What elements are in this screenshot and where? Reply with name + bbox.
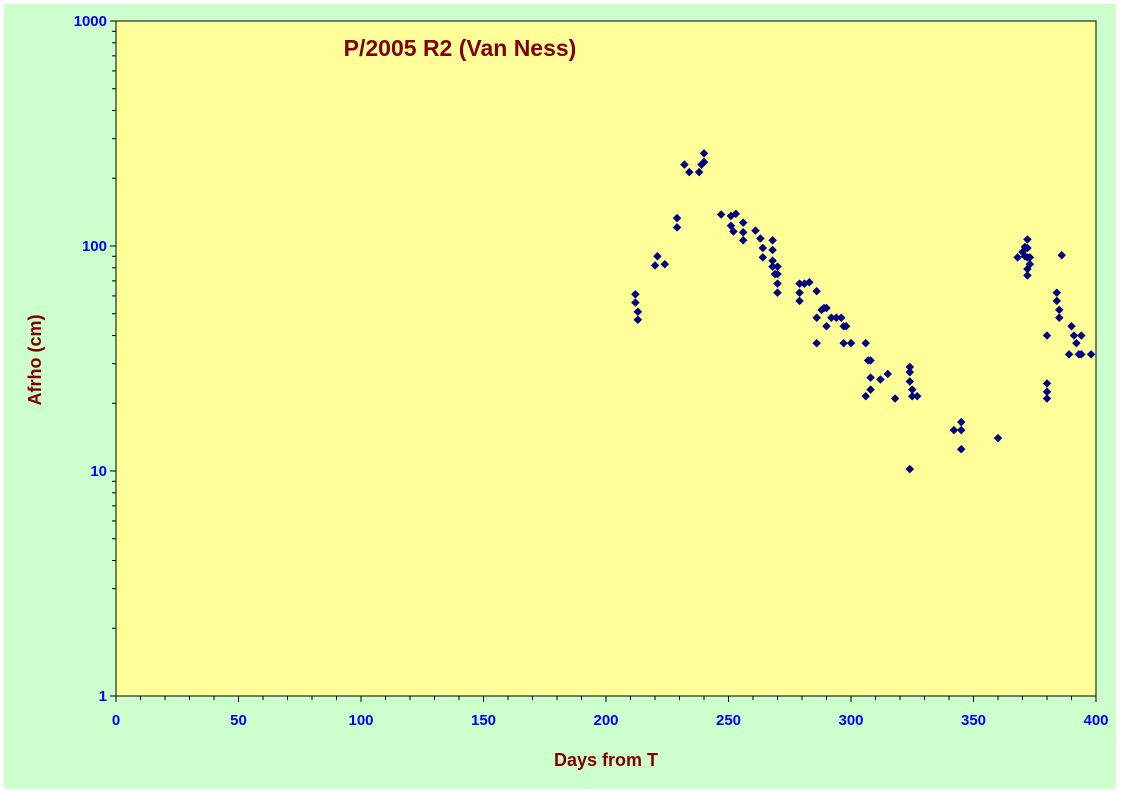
data-point	[861, 338, 871, 348]
x-axis-title: Days from T	[554, 750, 658, 770]
data-point	[1067, 321, 1076, 331]
data-point	[822, 303, 831, 313]
x-tick-label: 300	[838, 712, 863, 729]
data-point	[653, 251, 662, 261]
data-point	[672, 223, 682, 232]
data-point	[822, 321, 831, 331]
data-point	[1023, 235, 1032, 244]
data-point	[804, 277, 814, 287]
data-points	[631, 149, 1096, 474]
y-axis-title: Afrho (cm)	[25, 315, 45, 406]
data-point	[694, 167, 704, 177]
data-point	[866, 356, 875, 365]
data-point	[949, 425, 959, 435]
data-point	[631, 298, 640, 308]
data-point	[841, 321, 851, 331]
y-tick-label: 1	[99, 688, 107, 705]
data-point	[1072, 338, 1081, 348]
data-point	[758, 243, 768, 253]
x-tick-label: 0	[112, 712, 120, 729]
data-point	[1042, 331, 1052, 340]
data-point	[795, 296, 804, 306]
data-point	[876, 375, 885, 384]
data-point	[1086, 349, 1096, 359]
data-point	[680, 160, 689, 169]
data-point	[1052, 296, 1062, 306]
data-point	[1025, 253, 1035, 262]
data-point	[768, 235, 777, 245]
data-point	[716, 210, 726, 219]
data-point	[1025, 259, 1035, 269]
data-point	[1076, 349, 1086, 359]
data-point	[755, 234, 765, 243]
data-point	[1023, 243, 1032, 253]
data-point	[751, 226, 760, 236]
data-point	[773, 269, 782, 279]
data-point	[773, 288, 782, 298]
data-point	[905, 464, 915, 474]
data-point	[883, 369, 893, 379]
data-point	[1042, 394, 1052, 403]
data-point	[731, 209, 741, 219]
data-point	[812, 313, 822, 323]
data-point	[650, 261, 660, 270]
data-point	[699, 157, 709, 167]
plot-area	[115, 20, 1097, 697]
y-tick-label: 10	[90, 463, 107, 480]
data-point	[660, 259, 670, 269]
data-point	[684, 167, 694, 177]
x-tick-label: 100	[348, 712, 373, 729]
data-point	[861, 391, 871, 401]
x-tick-label: 200	[593, 712, 618, 729]
data-point	[729, 227, 738, 236]
data-point	[839, 338, 849, 348]
y-tick-label: 100	[82, 238, 107, 255]
data-point	[738, 235, 748, 245]
data-point	[905, 367, 915, 377]
axis-ticks: 0 50 100 150 200 250 300 350 400 1 10 100 1000	[74, 13, 1109, 729]
data-point	[912, 391, 922, 401]
x-tick-label: 400	[1083, 712, 1108, 729]
data-point	[836, 313, 846, 323]
data-point	[812, 286, 822, 296]
data-point	[773, 279, 782, 289]
y-tick-label: 1000	[74, 13, 107, 30]
data-point	[812, 338, 822, 348]
data-point	[866, 373, 875, 382]
data-point	[846, 338, 856, 348]
data-point	[993, 433, 1003, 443]
data-point	[956, 444, 966, 454]
data-point	[1076, 331, 1086, 340]
x-tick-label: 150	[471, 712, 496, 729]
data-point	[1023, 271, 1032, 280]
data-point	[738, 218, 748, 227]
x-tick-label: 350	[961, 712, 986, 729]
data-point	[866, 385, 875, 394]
data-point	[956, 425, 966, 435]
data-point	[672, 213, 682, 223]
data-point	[1057, 250, 1067, 260]
data-point	[1054, 313, 1064, 323]
x-tick-label: 50	[230, 712, 247, 729]
data-point	[1064, 349, 1074, 359]
data-point	[633, 315, 643, 325]
data-point	[631, 289, 640, 299]
chart-title: P/2005 R2 (Van Ness)	[344, 35, 577, 61]
data-point	[1013, 253, 1022, 262]
chart-svg: 0 50 100 150 200 250 300 350 400 1 10 100 1000 P/200…	[25, 13, 1109, 770]
data-point	[768, 245, 777, 255]
x-tick-label: 250	[716, 712, 741, 729]
data-point	[758, 253, 768, 262]
chart-area: 0 50 100 150 200 250 300 350 400 1 10 100 1000 P/200…	[4, 4, 1116, 789]
data-point	[1069, 331, 1079, 340]
data-point	[905, 377, 915, 386]
data-point	[890, 394, 900, 403]
data-point	[699, 149, 709, 158]
